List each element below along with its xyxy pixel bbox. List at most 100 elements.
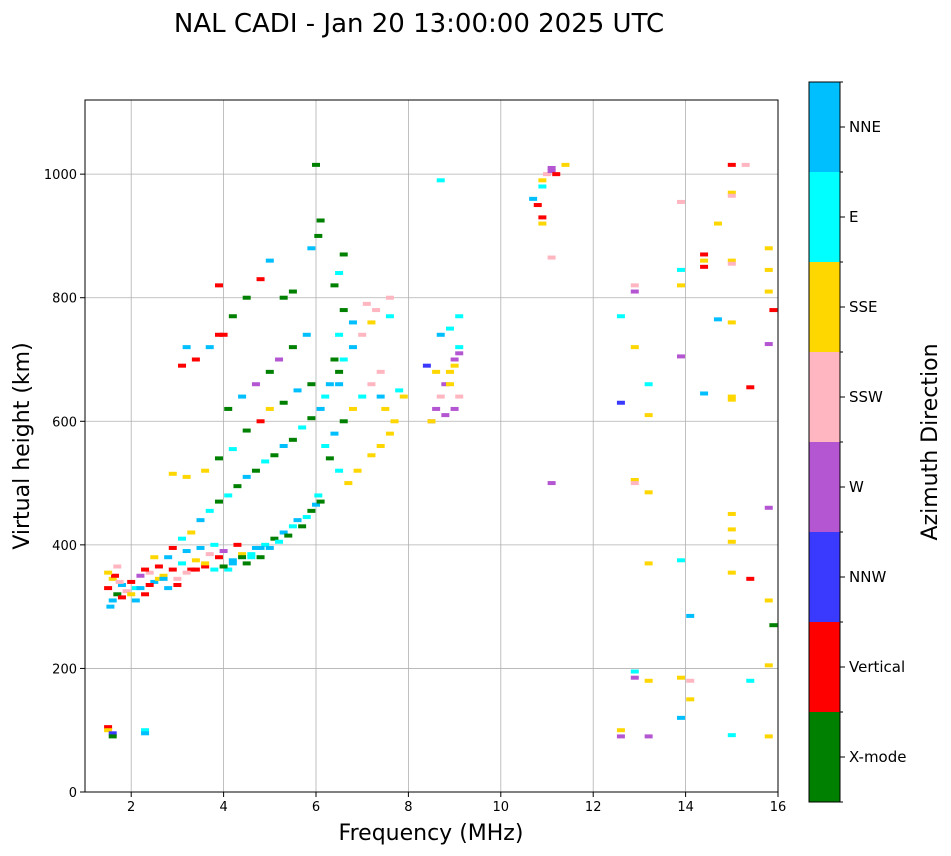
- data-point-vertical: [191, 567, 200, 572]
- data-point-vertical: [214, 283, 223, 288]
- data-point-x-mode: [339, 308, 348, 313]
- colorbar-label: X-mode: [849, 748, 906, 766]
- data-point-nne: [164, 555, 173, 560]
- data-point-vertical: [214, 555, 223, 560]
- data-point-vertical: [178, 363, 187, 368]
- data-point-nne: [325, 382, 334, 387]
- data-point-sse: [390, 419, 399, 424]
- data-point-sse: [764, 734, 773, 739]
- data-point-x-mode: [219, 564, 228, 569]
- data-point-sse: [159, 573, 168, 578]
- data-point-e: [339, 357, 348, 362]
- data-point-sse: [238, 552, 247, 557]
- x-tick-label: 12: [585, 800, 602, 815]
- x-tick-label: 4: [219, 800, 227, 815]
- data-point-sse: [445, 369, 454, 374]
- data-point-x-mode: [288, 437, 297, 442]
- data-point-sse: [344, 481, 353, 486]
- data-point-nne: [307, 246, 316, 251]
- data-point-vertical: [145, 583, 154, 588]
- data-point-e: [178, 536, 187, 541]
- data-point-x-mode: [339, 419, 348, 424]
- data-point-vertical: [187, 567, 196, 572]
- data-point-sse: [127, 592, 136, 597]
- data-point-nne: [330, 431, 339, 436]
- data-point-sse: [644, 678, 653, 683]
- data-point-e: [247, 552, 256, 557]
- colorbar-segment-nnw: [809, 532, 840, 622]
- data-point-ssw: [727, 193, 736, 198]
- data-point-e: [205, 508, 214, 513]
- data-point-x-mode: [214, 499, 223, 504]
- data-point-nne: [196, 518, 205, 523]
- data-point-sse: [727, 320, 736, 325]
- data-point-ssw: [385, 295, 394, 300]
- data-point-e: [210, 567, 219, 572]
- data-point-w: [455, 351, 464, 356]
- x-tick-label: 14: [677, 800, 694, 815]
- data-point-sse: [644, 490, 653, 495]
- data-point-x-mode: [288, 289, 297, 294]
- data-point-nne: [335, 382, 344, 387]
- data-point-e: [676, 267, 685, 272]
- data-point-sse: [644, 413, 653, 418]
- data-point-nne: [376, 394, 385, 399]
- data-point-w: [251, 382, 260, 387]
- data-point-sse: [376, 444, 385, 448]
- data-point-vertical: [700, 264, 709, 269]
- data-point-sse: [432, 369, 441, 374]
- data-point-ssw: [630, 283, 639, 288]
- data-points: [104, 162, 778, 739]
- data-point-x-mode: [316, 218, 325, 223]
- data-point-e: [141, 728, 150, 733]
- data-point-x-mode: [270, 453, 279, 458]
- data-point-x-mode: [270, 536, 279, 541]
- data-point-ssw: [630, 481, 639, 486]
- data-point-x-mode: [279, 400, 288, 405]
- data-point-sse: [182, 474, 191, 479]
- data-point-sse: [727, 190, 736, 195]
- colorbar-segment-vertical: [809, 622, 840, 712]
- data-point-nne: [251, 545, 260, 550]
- data-point-e: [321, 444, 330, 448]
- data-point-ssw: [686, 678, 695, 683]
- data-point-x-mode: [265, 369, 274, 374]
- data-point-ssw: [455, 394, 464, 399]
- data-point-ssw: [372, 308, 381, 313]
- data-point-x-mode: [251, 468, 260, 473]
- plot-area: [85, 100, 778, 792]
- data-point-sse: [367, 453, 376, 458]
- data-point-nne: [256, 545, 265, 550]
- colorbar-label: SSE: [849, 298, 878, 316]
- colorbar-label: SSW: [849, 388, 883, 406]
- data-point-ssw: [122, 589, 131, 594]
- data-point-vertical: [256, 419, 265, 424]
- data-point-x-mode: [316, 499, 325, 504]
- colorbar-title: Azimuth Direction: [918, 343, 943, 540]
- data-point-nne: [436, 332, 445, 337]
- data-point-ssw: [367, 382, 376, 387]
- x-tick-label: 2: [127, 800, 135, 815]
- data-point-e: [131, 586, 140, 591]
- data-point-vertical: [746, 385, 755, 390]
- data-point-x-mode: [242, 428, 251, 433]
- data-point-x-mode: [242, 561, 251, 566]
- data-point-e: [314, 493, 323, 498]
- data-point-e: [302, 515, 311, 520]
- data-point-sse: [104, 728, 113, 733]
- data-point-x-mode: [256, 555, 265, 560]
- data-point-w: [450, 406, 459, 411]
- grid: [85, 100, 779, 793]
- y-tick-label: 800: [52, 292, 77, 307]
- data-point-sse: [727, 511, 736, 516]
- data-point-w: [441, 413, 450, 418]
- colorbar-segment-sse: [809, 262, 840, 352]
- data-point-vertical: [111, 573, 120, 578]
- chart-title: NAL CADI - Jan 20 13:00:00 2025 UTC: [174, 9, 664, 39]
- data-point-nne: [108, 598, 117, 603]
- data-point-vertical: [256, 277, 265, 282]
- data-point-ssw: [205, 552, 214, 557]
- data-point-vertical: [552, 172, 561, 177]
- data-point-x-mode: [314, 233, 323, 238]
